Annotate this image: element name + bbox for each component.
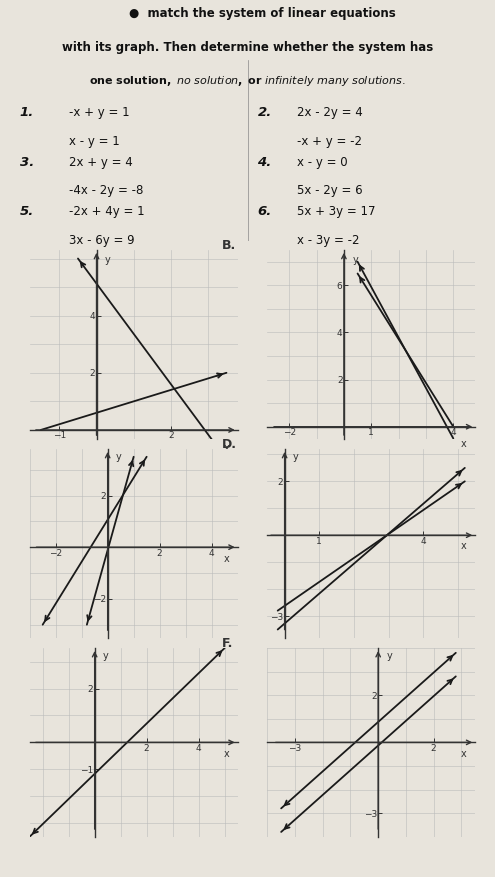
Text: x - y = 1: x - y = 1 bbox=[69, 135, 120, 148]
Text: B.: B. bbox=[222, 239, 236, 252]
Text: 5x - 2y = 6: 5x - 2y = 6 bbox=[297, 184, 363, 197]
Text: D.: D. bbox=[222, 438, 237, 451]
Text: $\bf{one\ solution,\ }$$\bf{\it{no\ solution}}$$\bf{,\ or\ }$$\bf{\it{infinitely: $\bf{one\ solution,\ }$$\bf{\it{no\ solu… bbox=[89, 74, 406, 88]
Text: ●  match the system of linear equations: ● match the system of linear equations bbox=[129, 7, 396, 20]
Text: x - 3y = -2: x - 3y = -2 bbox=[297, 234, 359, 247]
Text: -2x + 4y = 1: -2x + 4y = 1 bbox=[69, 205, 145, 218]
Text: y: y bbox=[387, 651, 392, 661]
Text: x: x bbox=[224, 554, 229, 564]
Text: -x + y = 1: -x + y = 1 bbox=[69, 106, 130, 119]
Text: y: y bbox=[116, 452, 122, 462]
Text: 3x - 6y = 9: 3x - 6y = 9 bbox=[69, 234, 135, 247]
Text: x - y = 0: x - y = 0 bbox=[297, 155, 347, 168]
Text: x: x bbox=[224, 749, 229, 759]
Text: 2x - 2y = 4: 2x - 2y = 4 bbox=[297, 106, 363, 119]
Text: 2.: 2. bbox=[257, 106, 272, 119]
Text: y: y bbox=[103, 651, 109, 661]
Text: y: y bbox=[293, 452, 298, 461]
Text: 5x + 3y = 17: 5x + 3y = 17 bbox=[297, 205, 376, 218]
Text: 6.: 6. bbox=[257, 205, 272, 218]
Text: F.: F. bbox=[222, 637, 233, 650]
Text: x: x bbox=[461, 439, 467, 449]
Text: x: x bbox=[461, 749, 467, 759]
Text: with its graph. Then determine whether the system has: with its graph. Then determine whether t… bbox=[62, 41, 433, 54]
Text: 1.: 1. bbox=[20, 106, 34, 119]
Text: 4.: 4. bbox=[257, 155, 272, 168]
Text: y: y bbox=[352, 255, 358, 265]
Text: y: y bbox=[105, 255, 110, 266]
Text: x: x bbox=[224, 443, 229, 453]
Text: -4x - 2y = -8: -4x - 2y = -8 bbox=[69, 184, 144, 197]
Text: -x + y = -2: -x + y = -2 bbox=[297, 135, 362, 148]
Text: 5.: 5. bbox=[20, 205, 34, 218]
Text: x: x bbox=[461, 541, 467, 552]
Text: 3.: 3. bbox=[20, 155, 34, 168]
Text: 2x + y = 4: 2x + y = 4 bbox=[69, 155, 133, 168]
